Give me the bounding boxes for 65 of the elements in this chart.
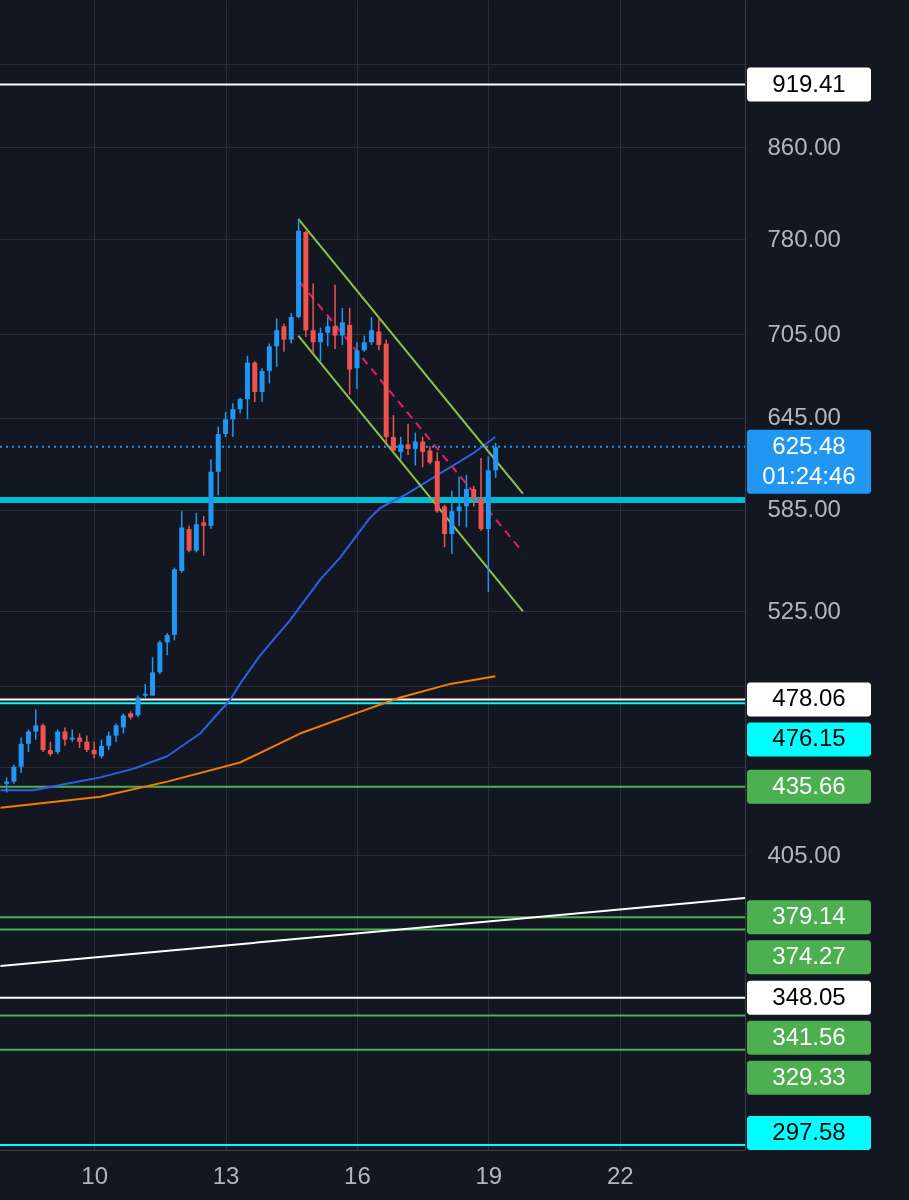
candlestick bbox=[420, 436, 426, 468]
candlestick bbox=[113, 722, 119, 743]
candlestick bbox=[91, 740, 97, 760]
x-tick-label: 22 bbox=[606, 1161, 634, 1189]
candlestick bbox=[390, 414, 396, 453]
y-tick-label: 645.00 bbox=[767, 403, 841, 431]
candlestick bbox=[164, 632, 170, 657]
candlestick bbox=[376, 317, 382, 352]
candlestick bbox=[230, 402, 236, 438]
x-tick-label: 10 bbox=[81, 1161, 109, 1189]
x-tick-label: 16 bbox=[344, 1161, 371, 1189]
candlestick bbox=[150, 656, 156, 697]
candlestick bbox=[427, 445, 433, 465]
ref-line-label: 625.48 bbox=[772, 431, 846, 459]
candlestick bbox=[412, 431, 418, 467]
candlestick bbox=[106, 730, 112, 751]
candlestick bbox=[317, 326, 323, 363]
y-tick-label: 780.00 bbox=[767, 224, 841, 252]
ref-line-label: 374.27 bbox=[772, 942, 846, 970]
candlestick bbox=[62, 726, 68, 747]
candlestick bbox=[98, 738, 104, 760]
candlestick bbox=[18, 736, 24, 774]
y-tick-label: 405.00 bbox=[767, 840, 841, 868]
candlestick bbox=[369, 316, 375, 346]
candlestick bbox=[288, 312, 294, 345]
y-tick-label: 705.00 bbox=[767, 319, 841, 347]
ref-line-label: 348.05 bbox=[772, 982, 846, 1010]
candlestick bbox=[332, 284, 338, 350]
candlestick bbox=[135, 694, 141, 719]
candlestick bbox=[310, 282, 316, 354]
candlestick bbox=[11, 763, 17, 785]
candlestick bbox=[201, 515, 207, 557]
x-tick-label: 13 bbox=[212, 1161, 240, 1189]
ref-line-label: 379.14 bbox=[772, 902, 846, 930]
candlestick bbox=[33, 708, 39, 741]
ref-line-label: 435.66 bbox=[772, 771, 846, 799]
ref-line-label: 329.33 bbox=[772, 1062, 846, 1090]
ref-line-label: 478.06 bbox=[772, 684, 846, 712]
candlestick bbox=[55, 728, 61, 755]
candlestick bbox=[186, 525, 192, 554]
candlestick bbox=[463, 474, 469, 529]
ref-line-label: 341.56 bbox=[772, 1022, 846, 1050]
candlestick bbox=[281, 322, 287, 353]
candlestick bbox=[223, 411, 229, 438]
y-tick-label: 585.00 bbox=[767, 495, 841, 523]
ref-line-label: 297.58 bbox=[772, 1118, 846, 1145]
candlestick bbox=[274, 317, 280, 368]
candlestick bbox=[120, 712, 126, 735]
candlestick bbox=[456, 475, 462, 527]
candlestick bbox=[325, 316, 331, 348]
line-series bbox=[0, 435, 497, 792]
candlestick bbox=[259, 367, 265, 403]
candlestick bbox=[449, 489, 455, 555]
x-tick-label: 19 bbox=[475, 1161, 503, 1189]
y-tick-label: 525.00 bbox=[767, 596, 841, 624]
ref-line-label: 919.41 bbox=[772, 69, 846, 97]
candlestick bbox=[25, 728, 31, 753]
text: 01:24:46 bbox=[762, 461, 856, 489]
line-series bbox=[0, 675, 497, 809]
ref-line-label: 476.15 bbox=[772, 724, 846, 752]
y-tick-label: 860.00 bbox=[767, 132, 841, 160]
candlestick bbox=[471, 485, 477, 508]
candlestick bbox=[339, 307, 345, 346]
candlestick bbox=[354, 341, 360, 390]
candlestick bbox=[405, 422, 411, 456]
